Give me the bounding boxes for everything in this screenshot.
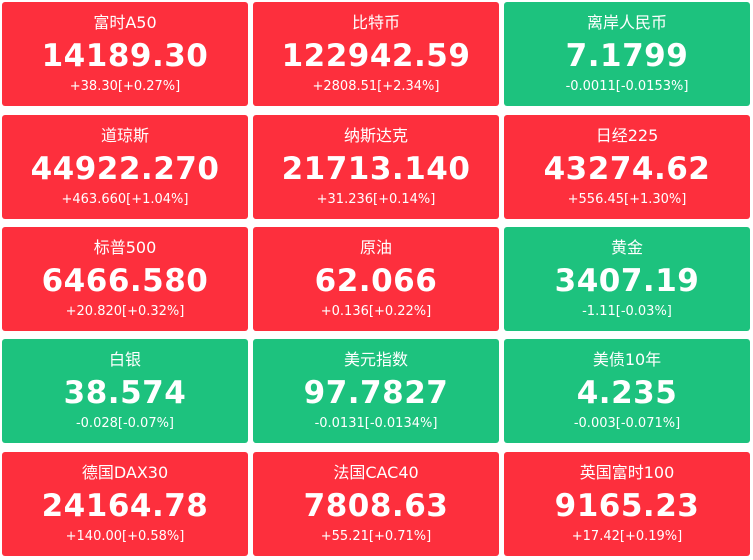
quote-name: 日经225 (595, 126, 659, 145)
quote-change: -0.0011[-0.0153%] (565, 79, 689, 94)
quote-tile-sp500[interactable]: 标普500 6466.580 +20.820[+0.32%] (2, 227, 248, 331)
quote-name: 富时A50 (93, 13, 157, 32)
quote-tile-nasdaq[interactable]: 纳斯达克 21713.140 +31.236[+0.14%] (253, 115, 499, 219)
quote-tile-crude-oil[interactable]: 原油 62.066 +0.136[+0.22%] (253, 227, 499, 331)
quote-name: 白银 (108, 350, 141, 369)
quote-change: -1.11[-0.03%] (582, 304, 672, 319)
quote-price: 14189.30 (41, 38, 209, 74)
quote-change: +2808.51[+2.34%] (312, 79, 440, 94)
quote-price: 4.235 (576, 375, 678, 411)
quote-name: 德国DAX30 (81, 463, 169, 482)
quote-tile-gold[interactable]: 黄金 3407.19 -1.11[-0.03%] (504, 227, 750, 331)
quote-tile-offshore-cny[interactable]: 离岸人民币 7.1799 -0.0011[-0.0153%] (504, 2, 750, 106)
quote-tile-us-10y-treasury[interactable]: 美债10年 4.235 -0.003[-0.071%] (504, 339, 750, 443)
quote-price: 6466.580 (41, 263, 209, 299)
quote-name: 英国富时100 (579, 463, 675, 482)
quote-change: -0.028[-0.07%] (75, 416, 175, 431)
quote-price: 7.1799 (565, 38, 689, 74)
quote-tile-nikkei-225[interactable]: 日经225 43274.62 +556.45[+1.30%] (504, 115, 750, 219)
quote-name: 原油 (359, 238, 392, 257)
quote-price: 97.7827 (303, 375, 449, 411)
quote-name: 标普500 (93, 238, 157, 257)
quote-name: 黄金 (610, 238, 643, 257)
quote-price: 24164.78 (41, 488, 209, 524)
quote-price: 62.066 (314, 263, 438, 299)
quote-change: +556.45[+1.30%] (567, 192, 687, 207)
quote-change: -0.003[-0.071%] (573, 416, 681, 431)
quote-price: 3407.19 (554, 263, 700, 299)
quote-change: +31.236[+0.14%] (316, 192, 436, 207)
quote-price: 21713.140 (281, 151, 471, 187)
quote-name: 美元指数 (343, 350, 408, 369)
quote-name: 道琼斯 (100, 126, 149, 145)
quote-price: 9165.23 (554, 488, 700, 524)
quote-tile-ftse-china-a50[interactable]: 富时A50 14189.30 +38.30[+0.27%] (2, 2, 248, 106)
quote-name: 离岸人民币 (586, 13, 667, 32)
quote-tile-dax30[interactable]: 德国DAX30 24164.78 +140.00[+0.58%] (2, 452, 248, 556)
quote-price: 43274.62 (543, 151, 711, 187)
quote-tile-ftse-100[interactable]: 英国富时100 9165.23 +17.42[+0.19%] (504, 452, 750, 556)
quote-change: +17.42[+0.19%] (571, 529, 683, 544)
quote-name: 法国CAC40 (333, 463, 419, 482)
quote-change: -0.0131[-0.0134%] (314, 416, 438, 431)
quote-change: +463.660[+1.04%] (61, 192, 189, 207)
quote-change: +55.21[+0.71%] (320, 529, 432, 544)
quote-change: +0.136[+0.22%] (320, 304, 432, 319)
quote-tile-dollar-index[interactable]: 美元指数 97.7827 -0.0131[-0.0134%] (253, 339, 499, 443)
quote-price: 122942.59 (281, 38, 471, 74)
quote-tile-cac40[interactable]: 法国CAC40 7808.63 +55.21[+0.71%] (253, 452, 499, 556)
quote-price: 44922.270 (30, 151, 220, 187)
quote-change: +140.00[+0.58%] (65, 529, 185, 544)
quote-tile-bitcoin[interactable]: 比特币 122942.59 +2808.51[+2.34%] (253, 2, 499, 106)
quote-change: +20.820[+0.32%] (65, 304, 185, 319)
quote-name: 美债10年 (592, 350, 662, 369)
quote-change: +38.30[+0.27%] (69, 79, 181, 94)
quote-price: 38.574 (63, 375, 187, 411)
quote-name: 比特币 (351, 13, 400, 32)
quote-tile-dow-jones[interactable]: 道琼斯 44922.270 +463.660[+1.04%] (2, 115, 248, 219)
quote-name: 纳斯达克 (343, 126, 408, 145)
quote-price: 7808.63 (303, 488, 449, 524)
quote-tile-silver[interactable]: 白银 38.574 -0.028[-0.07%] (2, 339, 248, 443)
